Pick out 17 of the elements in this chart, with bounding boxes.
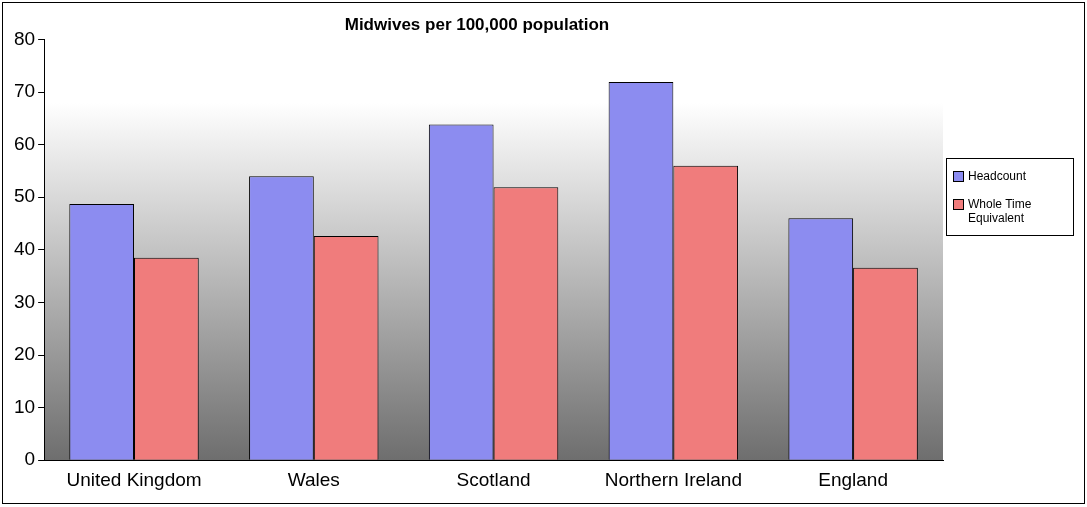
x-tick-label: Wales — [287, 468, 340, 490]
x-tick-label: Northern Ireland — [604, 468, 742, 490]
y-tick-label: 30 — [13, 290, 36, 312]
y-tick-label: 0 — [24, 448, 36, 470]
text: Headcount — [968, 169, 1027, 183]
x-tick-label: England — [818, 468, 888, 490]
y-tick-label: 10 — [13, 395, 36, 417]
y-tick-label: 40 — [13, 238, 36, 260]
x-tick-label: Scotland — [456, 468, 531, 490]
y-tick-label: 70 — [13, 80, 36, 102]
y-tick-label: 80 — [13, 27, 36, 49]
chart-title: Midwives per 100,000 population — [344, 14, 610, 34]
y-tick-label: 50 — [13, 185, 36, 207]
x-tick-label: United Kingdom — [66, 468, 202, 490]
legend-label: Whole Time Equivalent — [968, 197, 1033, 225]
y-tick-label: 60 — [13, 132, 36, 154]
y-tick-label: 20 — [13, 343, 36, 365]
